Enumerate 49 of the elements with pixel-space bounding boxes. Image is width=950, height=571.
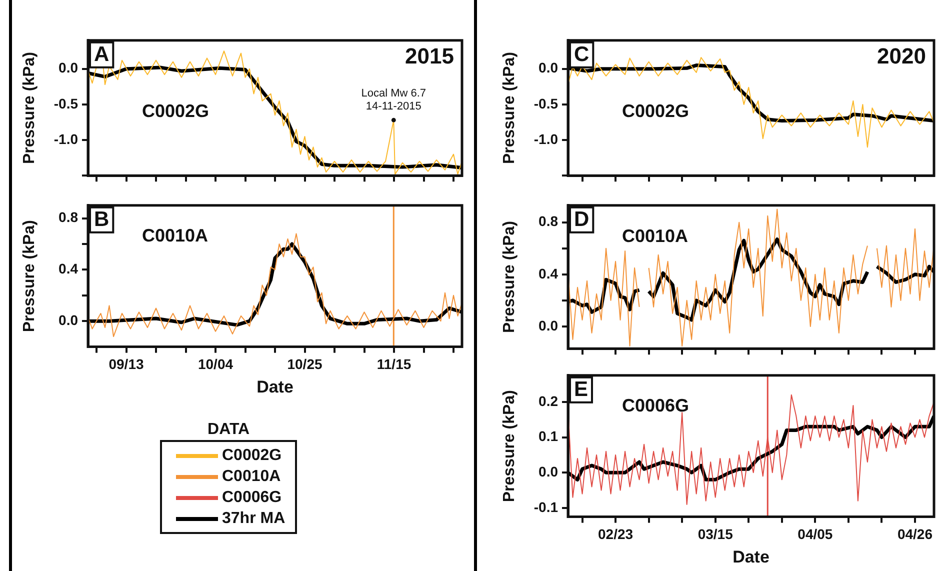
y-tick-label: 0.1 <box>538 428 558 444</box>
legend-label: C0010A <box>222 468 281 486</box>
x-tick-label: 04/26 <box>897 526 933 542</box>
legend-label: C0006G <box>222 488 282 506</box>
annotation: B <box>94 208 110 232</box>
annotation: C0006G <box>622 395 690 416</box>
annotation: C0002G <box>142 101 210 122</box>
legend-label: C0002G <box>222 446 282 464</box>
x-tick-label: 10/25 <box>287 356 322 372</box>
x-tick-label: 02/23 <box>598 526 634 542</box>
y-axis-title: Pressure (kPa) <box>21 52 38 164</box>
y-tick-label: -1.0 <box>534 130 558 147</box>
y-tick-label: 0.0 <box>58 312 78 328</box>
y-tick-label: 0.0 <box>58 60 78 76</box>
annotation: D <box>574 208 590 232</box>
annotation: C0002G <box>622 101 690 122</box>
y-tick-label: -0.5 <box>54 95 78 112</box>
annotation: C0010A <box>142 225 208 246</box>
y-tick-label: 0.4 <box>538 265 558 282</box>
y-tick-label: 0.0 <box>538 317 558 334</box>
annotation: 2020 <box>877 43 926 68</box>
annotation: E <box>574 378 588 402</box>
x-axis-title: Date <box>256 377 294 396</box>
x-tick-label: 11/15 <box>376 356 412 372</box>
annotation: Local Mw 6.7 14-11-2015 <box>361 88 426 113</box>
annotation: C0010A <box>622 226 688 246</box>
y-tick-label: -0.5 <box>534 95 558 112</box>
y-tick-label: 0.4 <box>58 260 78 277</box>
x-tick-label: 03/15 <box>698 526 734 542</box>
y-tick-label: -0.1 <box>534 498 558 515</box>
x-tick-label: 04/05 <box>798 526 833 542</box>
annotation: 2015 <box>405 43 454 68</box>
y-axis-title: Pressure (kPa) <box>501 52 518 164</box>
y-tick-label: 0.8 <box>538 213 558 230</box>
y-tick-label: 0.2 <box>538 392 558 409</box>
x-axis-title: Date <box>732 547 770 566</box>
y-tick-label: 0.0 <box>538 463 558 480</box>
y-axis-title: Pressure (kPa) <box>501 390 518 502</box>
legend-title: DATA <box>206 421 251 439</box>
y-axis-title: Pressure (kPa) <box>21 220 38 332</box>
y-tick-label: -1.0 <box>54 130 78 147</box>
annotation: A <box>94 43 110 66</box>
y-axis-title: Pressure (kPa) <box>501 220 518 334</box>
annotation: C <box>574 43 590 66</box>
legend-label: 37hr MA <box>222 510 286 528</box>
x-tick-label: 09/13 <box>108 356 144 372</box>
y-tick-label: 0.0 <box>538 60 558 76</box>
x-tick-label: 10/04 <box>198 356 234 372</box>
y-tick-label: 0.8 <box>58 209 78 226</box>
